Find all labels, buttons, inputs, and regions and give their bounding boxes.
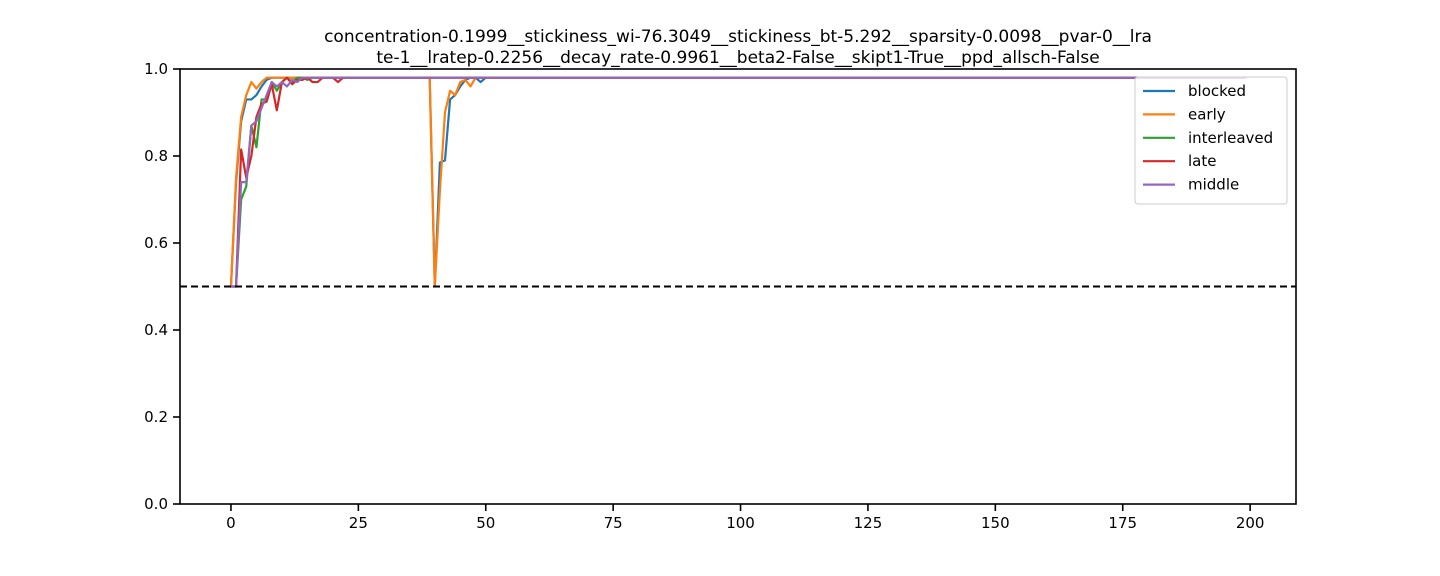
- y-tick-label: 0.4: [144, 321, 168, 339]
- x-tick-label: 125: [854, 514, 883, 532]
- y-tick-label: 0.8: [144, 147, 168, 165]
- y-tick-label: 0.6: [144, 234, 168, 252]
- legend-label-middle: middle: [1188, 176, 1239, 194]
- x-tick-label: 75: [604, 514, 623, 532]
- x-tick-label: 200: [1236, 514, 1265, 532]
- series-line-middle: [229, 76, 1247, 288]
- series-line-interleaved: [229, 76, 1247, 288]
- series-line-early: [229, 76, 1247, 288]
- x-tick-label: 150: [981, 514, 1010, 532]
- y-tick-label: 0.2: [144, 408, 168, 426]
- y-axis: 0.0 0.2 0.4 0.6 0.8 1.0: [144, 60, 180, 513]
- legend-label-interleaved: interleaved: [1188, 129, 1273, 147]
- legend: blocked early interleaved late middle: [1134, 76, 1288, 205]
- chart-title-line-1: concentration-0.1999__stickiness_wi-76.3…: [324, 27, 1152, 47]
- plot-frame: [179, 68, 1297, 505]
- legend-label-early: early: [1188, 105, 1226, 123]
- x-tick-label: 50: [476, 514, 495, 532]
- legend-label-blocked: blocked: [1188, 82, 1246, 100]
- chart-title: concentration-0.1999__stickiness_wi-76.3…: [324, 27, 1152, 68]
- x-tick-label: 0: [226, 514, 236, 532]
- x-tick-label: 175: [1108, 514, 1137, 532]
- y-tick-label: 1.0: [144, 60, 168, 78]
- x-axis: 0 25 50 75 100 125 150 175 200: [226, 504, 1264, 532]
- legend-label-late: late: [1188, 152, 1216, 170]
- x-tick-label: 25: [349, 514, 368, 532]
- series-layer: [229, 76, 1247, 288]
- x-tick-label: 100: [726, 514, 755, 532]
- y-tick-label: 0.0: [144, 495, 168, 513]
- series-line-blocked: [229, 76, 1247, 288]
- series-line-late: [229, 76, 1247, 288]
- legend-box: [1134, 76, 1288, 205]
- chart-title-line-2: te-1__lratep-0.2256__decay_rate-0.9961__…: [376, 48, 1099, 68]
